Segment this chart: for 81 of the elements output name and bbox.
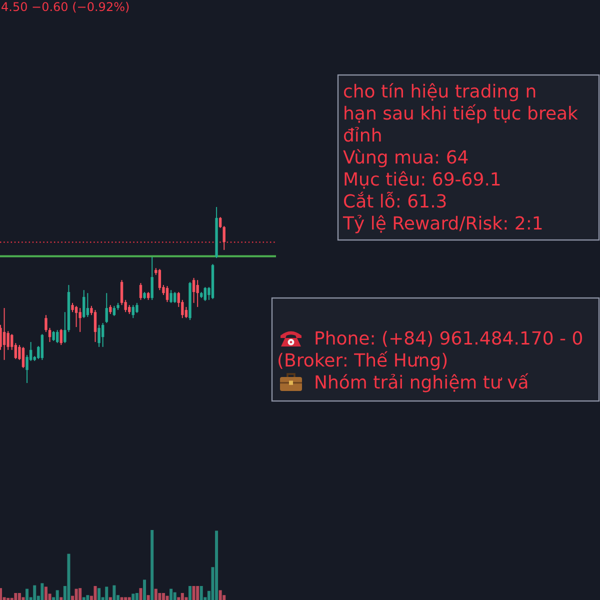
bar: [150, 530, 154, 600]
bar: [132, 594, 135, 600]
bar: [120, 597, 124, 600]
candlestick: [86, 292, 90, 318]
bar: [56, 590, 59, 600]
candlestick: [48, 327, 52, 342]
bar: [86, 595, 90, 600]
bar: [166, 596, 169, 600]
bar: [98, 588, 101, 600]
candlestick: [112, 305, 116, 316]
bar: [158, 593, 162, 600]
candlestick: [105, 292, 108, 324]
bar: [78, 588, 82, 600]
text: cho tín hiệu trading n hạn sau khi tiếp tục break đỉnh Vùng mua: 64 Mục tiêu: 69-69.1 Cắt lỗ: 61.3 Tỷ lệ Reward/Risk: 2:1: [342, 82, 579, 234]
bar: [192, 586, 196, 600]
bar: [162, 593, 165, 600]
bar: [180, 593, 184, 600]
bar: [154, 588, 158, 600]
candlestick: [71, 302, 74, 313]
candlestick: [60, 328, 62, 346]
bar: [74, 588, 78, 600]
bar: [82, 597, 86, 600]
candlestick: [150, 256, 154, 300]
candlestick: [94, 309, 97, 342]
bar: [146, 595, 150, 600]
candlestick: [52, 330, 55, 342]
candlestick: [44, 314, 48, 332]
candlestick: [56, 330, 59, 344]
bar: [18, 593, 21, 600]
bar: [128, 597, 131, 600]
candlestick: [218, 216, 222, 228]
bar: [26, 588, 29, 600]
candlestick: [166, 286, 169, 303]
bar: [188, 586, 192, 600]
bar: [105, 586, 108, 600]
candlestick: [0, 324, 2, 350]
candlestick: [204, 286, 207, 302]
bar: [170, 588, 173, 600]
candlestick: [40, 334, 44, 360]
bar: [14, 593, 18, 600]
candlestick: [74, 305, 78, 328]
bar: [135, 593, 138, 600]
bar: [215, 530, 218, 600]
bar: [196, 586, 200, 600]
candlestick: [192, 277, 196, 304]
candlestick: [132, 304, 134, 319]
candlestick: [78, 308, 82, 332]
bar: [94, 586, 97, 600]
candlestick: [101, 322, 104, 348]
bar: [173, 592, 176, 600]
bar: [143, 580, 146, 600]
bar: [0, 588, 2, 600]
candlestick: [82, 290, 86, 319]
bar: [139, 588, 142, 600]
bar: [33, 585, 36, 600]
text: 4.50 −0.60 (−0.92%): [1, 0, 130, 14]
bar: [112, 585, 116, 600]
candlestick: [170, 290, 172, 304]
bar: [184, 597, 188, 600]
bar: [124, 597, 128, 600]
candlestick: [136, 302, 138, 314]
candlestick: [2, 308, 6, 360]
bar: [218, 590, 222, 600]
bar: [67, 554, 70, 600]
bar: [200, 586, 203, 600]
candlestick: [196, 280, 199, 308]
bar: [44, 586, 48, 600]
candlestick: [120, 280, 124, 306]
candlestick: [158, 268, 162, 291]
candlestick: [173, 292, 176, 304]
text: Phone: (+84) 961.484.170 - 0 (Broker: Thế Hưng) Nhóm trải nghiệm tư vấ: [277, 328, 584, 394]
candlestick: [98, 324, 100, 348]
bar: [177, 597, 180, 600]
candlestick: [222, 226, 226, 250]
candlestick: [139, 282, 142, 300]
bar: [108, 597, 112, 600]
candlestick: [184, 306, 188, 319]
candlestick: [22, 346, 25, 369]
bar: [22, 597, 25, 600]
bar: [60, 597, 63, 600]
bar: [40, 583, 44, 600]
